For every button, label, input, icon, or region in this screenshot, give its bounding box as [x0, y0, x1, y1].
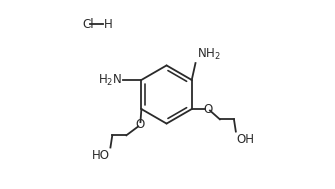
Text: NH$_2$: NH$_2$	[197, 47, 221, 62]
Text: OH: OH	[237, 133, 255, 146]
Text: Cl: Cl	[82, 18, 94, 31]
Text: H: H	[104, 18, 113, 31]
Text: O: O	[136, 119, 145, 132]
Text: H$_2$N: H$_2$N	[97, 72, 122, 88]
Text: O: O	[203, 103, 212, 115]
Text: HO: HO	[91, 149, 110, 162]
